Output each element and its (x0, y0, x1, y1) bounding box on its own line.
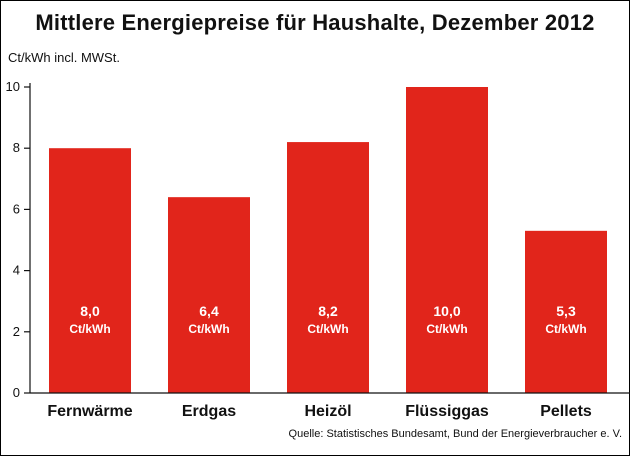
x-category-label: Erdgas (182, 403, 236, 420)
bar (168, 197, 250, 393)
bar (406, 87, 488, 393)
y-tick-label: 10 (6, 79, 20, 94)
bar-unit-label: Ct/kWh (69, 322, 110, 336)
bar-unit-label: Ct/kWh (188, 322, 229, 336)
y-tick-label: 2 (13, 324, 20, 339)
x-category-label: Pellets (540, 403, 592, 420)
bar-unit-label: Ct/kWh (426, 322, 467, 336)
y-tick-label: 6 (13, 201, 20, 216)
bar (287, 142, 369, 393)
bar-value-label: 10,0 (433, 303, 460, 319)
y-axis-unit-label: Ct/kWh incl. MWSt. (8, 50, 120, 65)
x-category-label: Heizöl (304, 403, 351, 420)
y-tick-label: 4 (13, 263, 20, 278)
bar (525, 230, 607, 393)
bar-unit-label: Ct/kWh (545, 322, 586, 336)
bar-value-label: 6,4 (199, 303, 219, 319)
bar-value-label: 8,2 (318, 303, 338, 319)
source-note: Quelle: Statistisches Bundesamt, Bund de… (288, 428, 622, 440)
x-category-label: Fernwärme (47, 403, 132, 420)
x-category-label: Flüssiggas (405, 403, 489, 420)
y-axis: 0 2 4 6 8 10 (6, 79, 31, 400)
bars: 8,0 Ct/kWh 6,4 Ct/kWh 8,2 Ct/kWh 10,0 Ct/kWh 5,3… (49, 87, 607, 393)
bar (49, 148, 131, 393)
x-axis: Fernwärme Erdgas Heizöl Flüssiggas Pellets (30, 392, 630, 420)
bar-unit-label: Ct/kWh (307, 322, 348, 336)
chart-title: Mittlere Energiepreise für Haushalte, De… (35, 10, 595, 35)
bar-value-label: 5,3 (556, 303, 576, 319)
y-tick-label: 0 (13, 385, 20, 400)
y-tick-label: 8 (13, 140, 20, 155)
bar-value-label: 8,0 (80, 303, 100, 319)
